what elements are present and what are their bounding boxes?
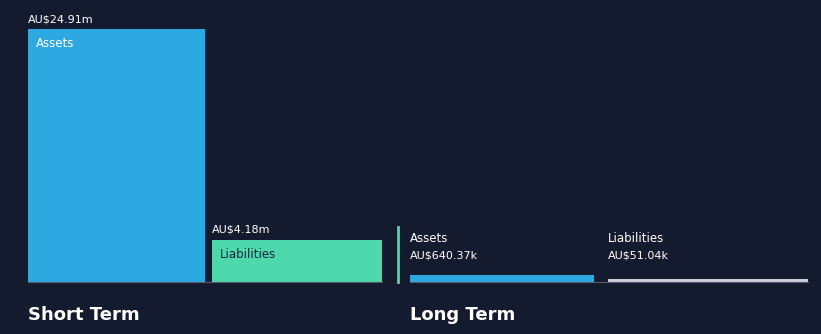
Text: Short Term: Short Term [28,306,140,324]
Text: Assets: Assets [36,37,75,50]
Bar [608,279,808,282]
Text: Assets: Assets [410,232,448,245]
Text: Liabilities: Liabilities [220,247,276,261]
Text: AU$51.04k: AU$51.04k [608,251,669,261]
Bar [28,29,205,282]
Text: AU$4.18m: AU$4.18m [212,224,270,234]
Text: AU$640.37k: AU$640.37k [410,251,478,261]
Bar [212,239,382,282]
Text: Liabilities: Liabilities [608,232,664,245]
Text: Long Term: Long Term [410,306,516,324]
Bar [410,275,594,282]
Text: AU$24.91m: AU$24.91m [28,14,94,24]
